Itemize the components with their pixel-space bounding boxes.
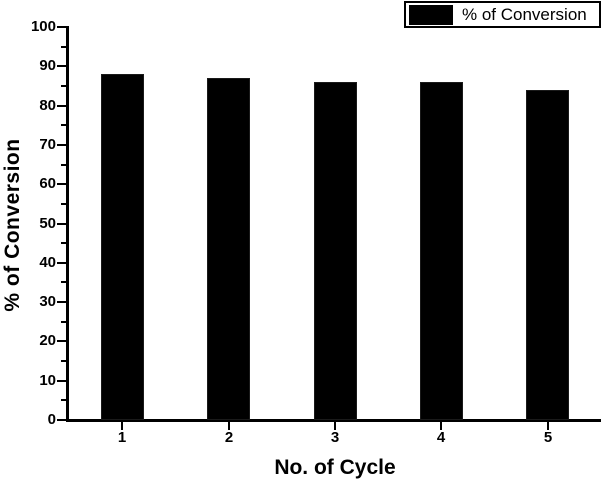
y-tick-label: 30	[39, 293, 56, 311]
y-major-tick	[57, 340, 66, 343]
y-minor-tick	[61, 242, 67, 245]
x-tick-label: 2	[224, 429, 234, 446]
y-tick-label: 100	[30, 18, 56, 35]
x-axis-title: No. of Cycle	[274, 456, 396, 479]
x-major-tick	[228, 422, 230, 430]
y-tick-label: 60	[39, 175, 56, 193]
y-tick-label: 20	[39, 332, 56, 350]
bar-cycle-1	[101, 74, 144, 420]
y-minor-tick	[61, 320, 67, 323]
x-major-tick	[547, 422, 549, 430]
y-tick-label: 10	[39, 371, 56, 389]
y-minor-tick	[61, 45, 67, 48]
y-major-tick	[57, 222, 66, 225]
y-major-tick	[57, 26, 66, 28]
bar-cycle-2	[207, 78, 250, 420]
y-minor-tick	[61, 124, 67, 127]
y-major-tick	[57, 419, 66, 421]
y-minor-tick	[61, 360, 67, 363]
y-minor-tick	[61, 163, 67, 166]
x-tick-label: 3	[330, 429, 340, 446]
y-major-tick	[57, 301, 66, 304]
y-minor-tick	[61, 202, 67, 205]
y-major-tick	[57, 104, 66, 107]
y-major-tick	[57, 143, 66, 146]
bar-cycle-3	[314, 82, 357, 420]
y-tick-label: 40	[39, 253, 56, 271]
y-major-tick	[57, 379, 66, 382]
legend-swatch-icon	[409, 4, 453, 25]
y-axis-line	[66, 26, 69, 422]
x-tick-label: 5	[543, 429, 553, 446]
x-axis-line	[66, 419, 601, 422]
legend-entry-label: % of Conversion	[462, 4, 587, 24]
y-minor-tick	[61, 84, 67, 87]
x-major-tick	[440, 422, 442, 430]
y-tick-label: 80	[39, 96, 56, 114]
x-major-tick	[334, 422, 336, 430]
x-major-tick	[121, 422, 123, 430]
y-minor-tick	[61, 399, 67, 402]
legend: % of Conversion	[404, 1, 601, 28]
y-major-tick	[57, 183, 66, 186]
y-major-tick	[57, 261, 66, 264]
bar-cycle-5	[526, 90, 569, 420]
y-minor-tick	[61, 281, 67, 284]
x-tick-label: 4	[436, 429, 446, 446]
y-tick-label: 50	[39, 214, 56, 232]
y-tick-label: 0	[47, 411, 56, 428]
x-tick-label: 1	[117, 429, 127, 446]
bar-cycle-4	[420, 82, 463, 420]
y-tick-label: 70	[39, 135, 56, 153]
y-tick-label: 90	[39, 57, 56, 75]
y-major-tick	[57, 65, 66, 68]
